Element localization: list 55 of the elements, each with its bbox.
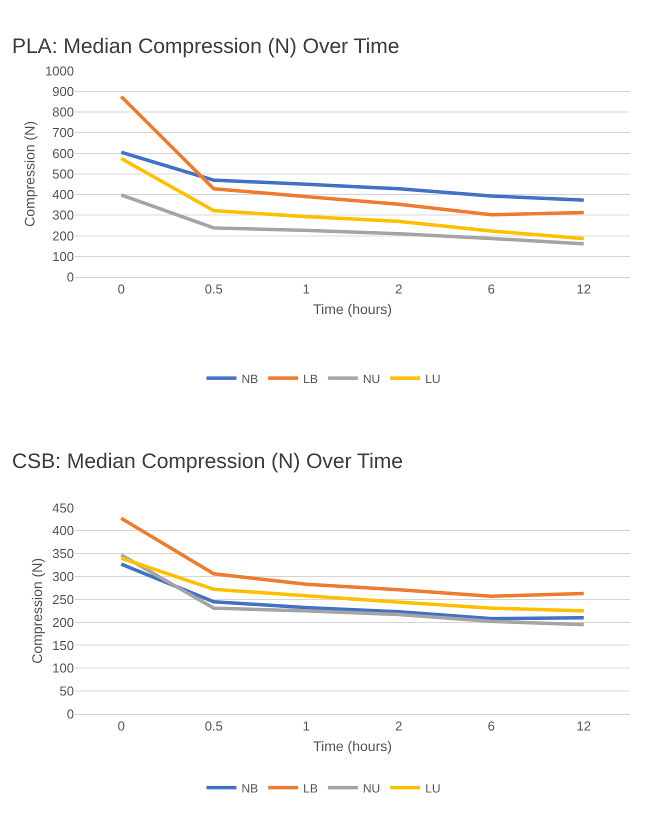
x-tick-label: 2	[395, 718, 402, 734]
legend-label: LB	[303, 372, 318, 386]
y-tick-label: 0	[66, 706, 74, 722]
x-tick-label: 0	[118, 718, 125, 734]
legend-label: NB	[242, 781, 258, 796]
x-tick-label: 0	[118, 282, 125, 297]
x-axis-title: Time (hours)	[313, 300, 392, 317]
x-tick-label: 1	[302, 718, 310, 734]
line-series	[120, 562, 586, 620]
legend-label: LU	[425, 372, 441, 386]
legend-label: NB	[242, 372, 258, 386]
y-tick-label: 700	[52, 125, 74, 140]
y-tick-label: 450	[52, 500, 74, 516]
y-tick-label: 350	[52, 546, 74, 562]
y-tick-label: 100	[52, 660, 74, 676]
legend-label: NU	[362, 781, 380, 796]
y-tick-label: 400	[52, 523, 74, 538]
y-tick-label: 250	[52, 592, 74, 607]
line-series	[120, 156, 586, 240]
line-series	[120, 553, 586, 626]
line-series	[120, 94, 586, 217]
x-tick-label: 12	[576, 718, 591, 734]
y-tick-label: 500	[52, 166, 74, 182]
legend-label: NU	[362, 372, 380, 386]
y-tick-label: 100	[52, 248, 74, 264]
line-series	[120, 150, 586, 202]
chart-title: CSB: Median Compression (N) Over Time	[12, 450, 403, 473]
legend-label: LB	[303, 781, 318, 796]
x-tick-label: 1	[302, 282, 310, 297]
x-axis-title: Time (hours)	[313, 738, 392, 754]
y-tick-label: 200	[52, 228, 74, 244]
y-tick-label: 1000	[45, 63, 74, 78]
y-tick-label: 900	[52, 84, 74, 99]
x-tick-label: 6	[488, 282, 495, 297]
y-axis-title: Compression (N)	[22, 121, 38, 227]
y-tick-label: 50	[60, 684, 74, 699]
line-series	[120, 556, 586, 613]
line-series	[120, 516, 586, 598]
x-tick-label: 12	[576, 282, 591, 297]
x-tick-label: 0.5	[204, 282, 223, 297]
y-tick-label: 300	[52, 569, 74, 584]
y-tick-label: 600	[52, 146, 74, 161]
y-tick-label: 400	[52, 187, 74, 202]
legend-label: LU	[425, 781, 441, 796]
chart-title: PLA: Median Compression (N) Over Time	[12, 35, 400, 58]
x-tick-label: 6	[488, 718, 495, 734]
y-axis-title: Compression (N)	[28, 558, 45, 664]
y-tick-label: 150	[52, 638, 74, 653]
y-tick-label: 300	[52, 208, 74, 223]
x-tick-label: 2	[395, 282, 402, 297]
y-tick-label: 0	[66, 270, 74, 285]
line-series	[120, 193, 586, 246]
y-tick-label: 200	[52, 614, 74, 630]
y-tick-label: 800	[52, 104, 74, 120]
x-tick-label: 0.5	[204, 718, 223, 734]
